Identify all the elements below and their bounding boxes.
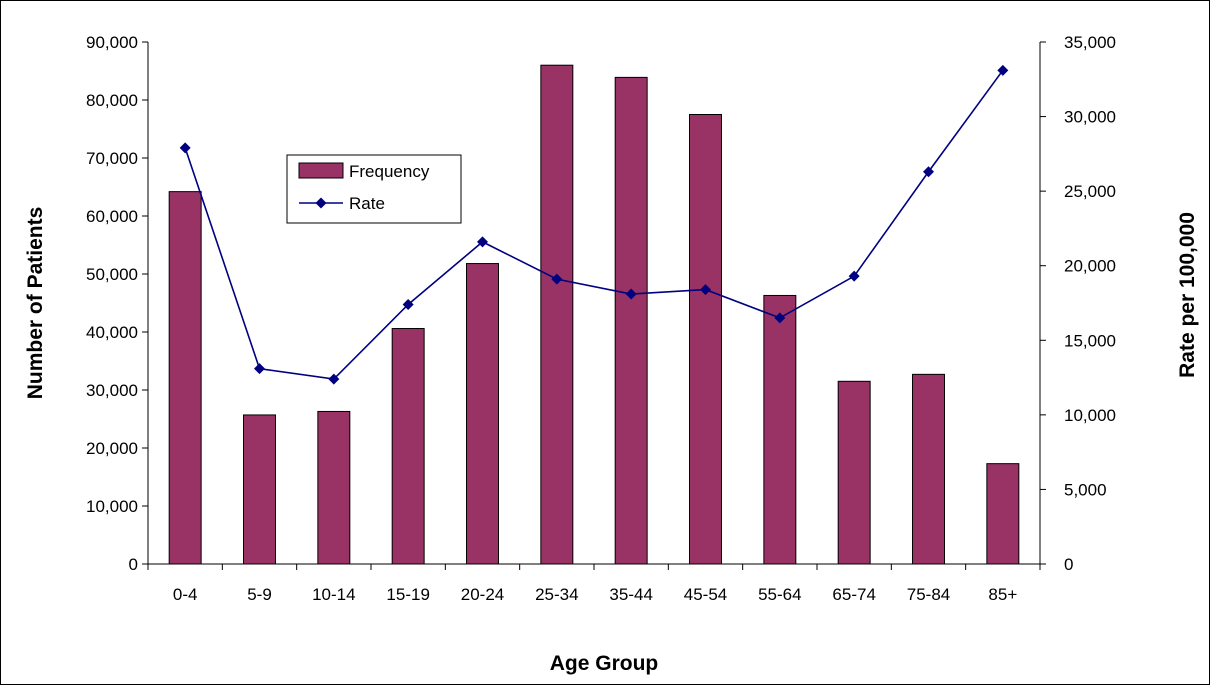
rate-marker-45-54 bbox=[700, 284, 711, 296]
legend-label-rate: Rate bbox=[349, 194, 385, 213]
bar-45-54 bbox=[689, 114, 722, 565]
bar-20-24 bbox=[466, 263, 499, 565]
bar-5-9 bbox=[243, 414, 276, 565]
y-right-tick-label: 30,000 bbox=[1064, 108, 1116, 127]
y-left-tick-label: 50,000 bbox=[86, 265, 138, 284]
x-tick-label: 45-54 bbox=[684, 585, 727, 604]
rate-marker-15-19 bbox=[402, 298, 414, 310]
rate-marker-35-44 bbox=[625, 288, 637, 300]
y-left-tick-label: 20,000 bbox=[86, 439, 138, 458]
y-left-tick-label: 0 bbox=[129, 555, 138, 574]
bar-65-74 bbox=[837, 380, 871, 565]
x-tick-label: 85+ bbox=[988, 585, 1017, 604]
rate-marker-55-64 bbox=[774, 312, 786, 324]
rate-line bbox=[184, 69, 1004, 380]
rate-marker-65-74 bbox=[848, 270, 860, 282]
bar-35-44 bbox=[614, 76, 648, 565]
y-left-tick-label: 90,000 bbox=[86, 33, 138, 52]
legend-marker-rate bbox=[315, 197, 327, 209]
x-tick-label: 10-14 bbox=[312, 585, 355, 604]
bar-10-14 bbox=[317, 410, 351, 565]
y-axis-title-right: Rate per 100,000 bbox=[1176, 212, 1199, 378]
y-left-tick-label: 30,000 bbox=[86, 381, 138, 400]
rate-marker-85+ bbox=[997, 64, 1009, 76]
bar-25-34 bbox=[540, 64, 574, 565]
y-left-tick-label: 80,000 bbox=[86, 91, 138, 110]
x-tick-label: 0-4 bbox=[173, 585, 198, 604]
rate-marker-20-24 bbox=[477, 236, 488, 248]
y-right-tick-label: 15,000 bbox=[1064, 331, 1116, 350]
y-right-tick-label: 25,000 bbox=[1064, 182, 1116, 201]
rate-marker-10-14 bbox=[328, 373, 340, 385]
y-right-tick-label: 5,000 bbox=[1064, 480, 1107, 499]
rate-marker-0-4 bbox=[179, 142, 191, 154]
x-axis-title: Age Group bbox=[550, 652, 659, 675]
legend-label-frequency: Frequency bbox=[349, 162, 430, 181]
rate-marker-75-84 bbox=[923, 166, 934, 178]
x-tick-label: 20-24 bbox=[461, 585, 504, 604]
line-series-group bbox=[179, 64, 1009, 385]
legend-swatch-frequency bbox=[298, 162, 344, 179]
x-tick-label: 35-44 bbox=[609, 585, 652, 604]
x-tick-label: 5-9 bbox=[247, 585, 272, 604]
y-right-tick-label: 20,000 bbox=[1064, 257, 1116, 276]
rate-marker-25-34 bbox=[551, 273, 563, 285]
x-tick-label: 75-84 bbox=[907, 585, 950, 604]
x-tick-label: 65-74 bbox=[832, 585, 875, 604]
x-tick-label: 15-19 bbox=[386, 585, 429, 604]
rate-marker-5-9 bbox=[254, 363, 265, 375]
y-left-tick-label: 70,000 bbox=[86, 149, 138, 168]
bar-75-84 bbox=[912, 373, 945, 565]
y-right-tick-label: 10,000 bbox=[1064, 406, 1116, 425]
y-left-tick-label: 40,000 bbox=[86, 323, 138, 342]
x-tick-label: 25-34 bbox=[535, 585, 578, 604]
bar-55-64 bbox=[763, 294, 797, 565]
bar-0-4 bbox=[168, 191, 202, 565]
bar-15-19 bbox=[391, 328, 425, 565]
y-left-tick-label: 10,000 bbox=[86, 497, 138, 516]
y-axis-title-left: Number of Patients bbox=[24, 207, 47, 400]
axes-group: 0 10,000 20,000 30,000 40,000 50,000 60,000 70,… bbox=[86, 33, 1116, 604]
x-tick-label: 55-64 bbox=[758, 585, 801, 604]
y-left-tick-label: 60,000 bbox=[86, 207, 138, 226]
bar-85+ bbox=[986, 463, 1020, 565]
y-right-tick-label: 35,000 bbox=[1064, 33, 1116, 52]
bar-series-group bbox=[168, 64, 1020, 565]
y-right-tick-label: 0 bbox=[1064, 555, 1073, 574]
legend: Frequency Rate bbox=[286, 154, 462, 224]
